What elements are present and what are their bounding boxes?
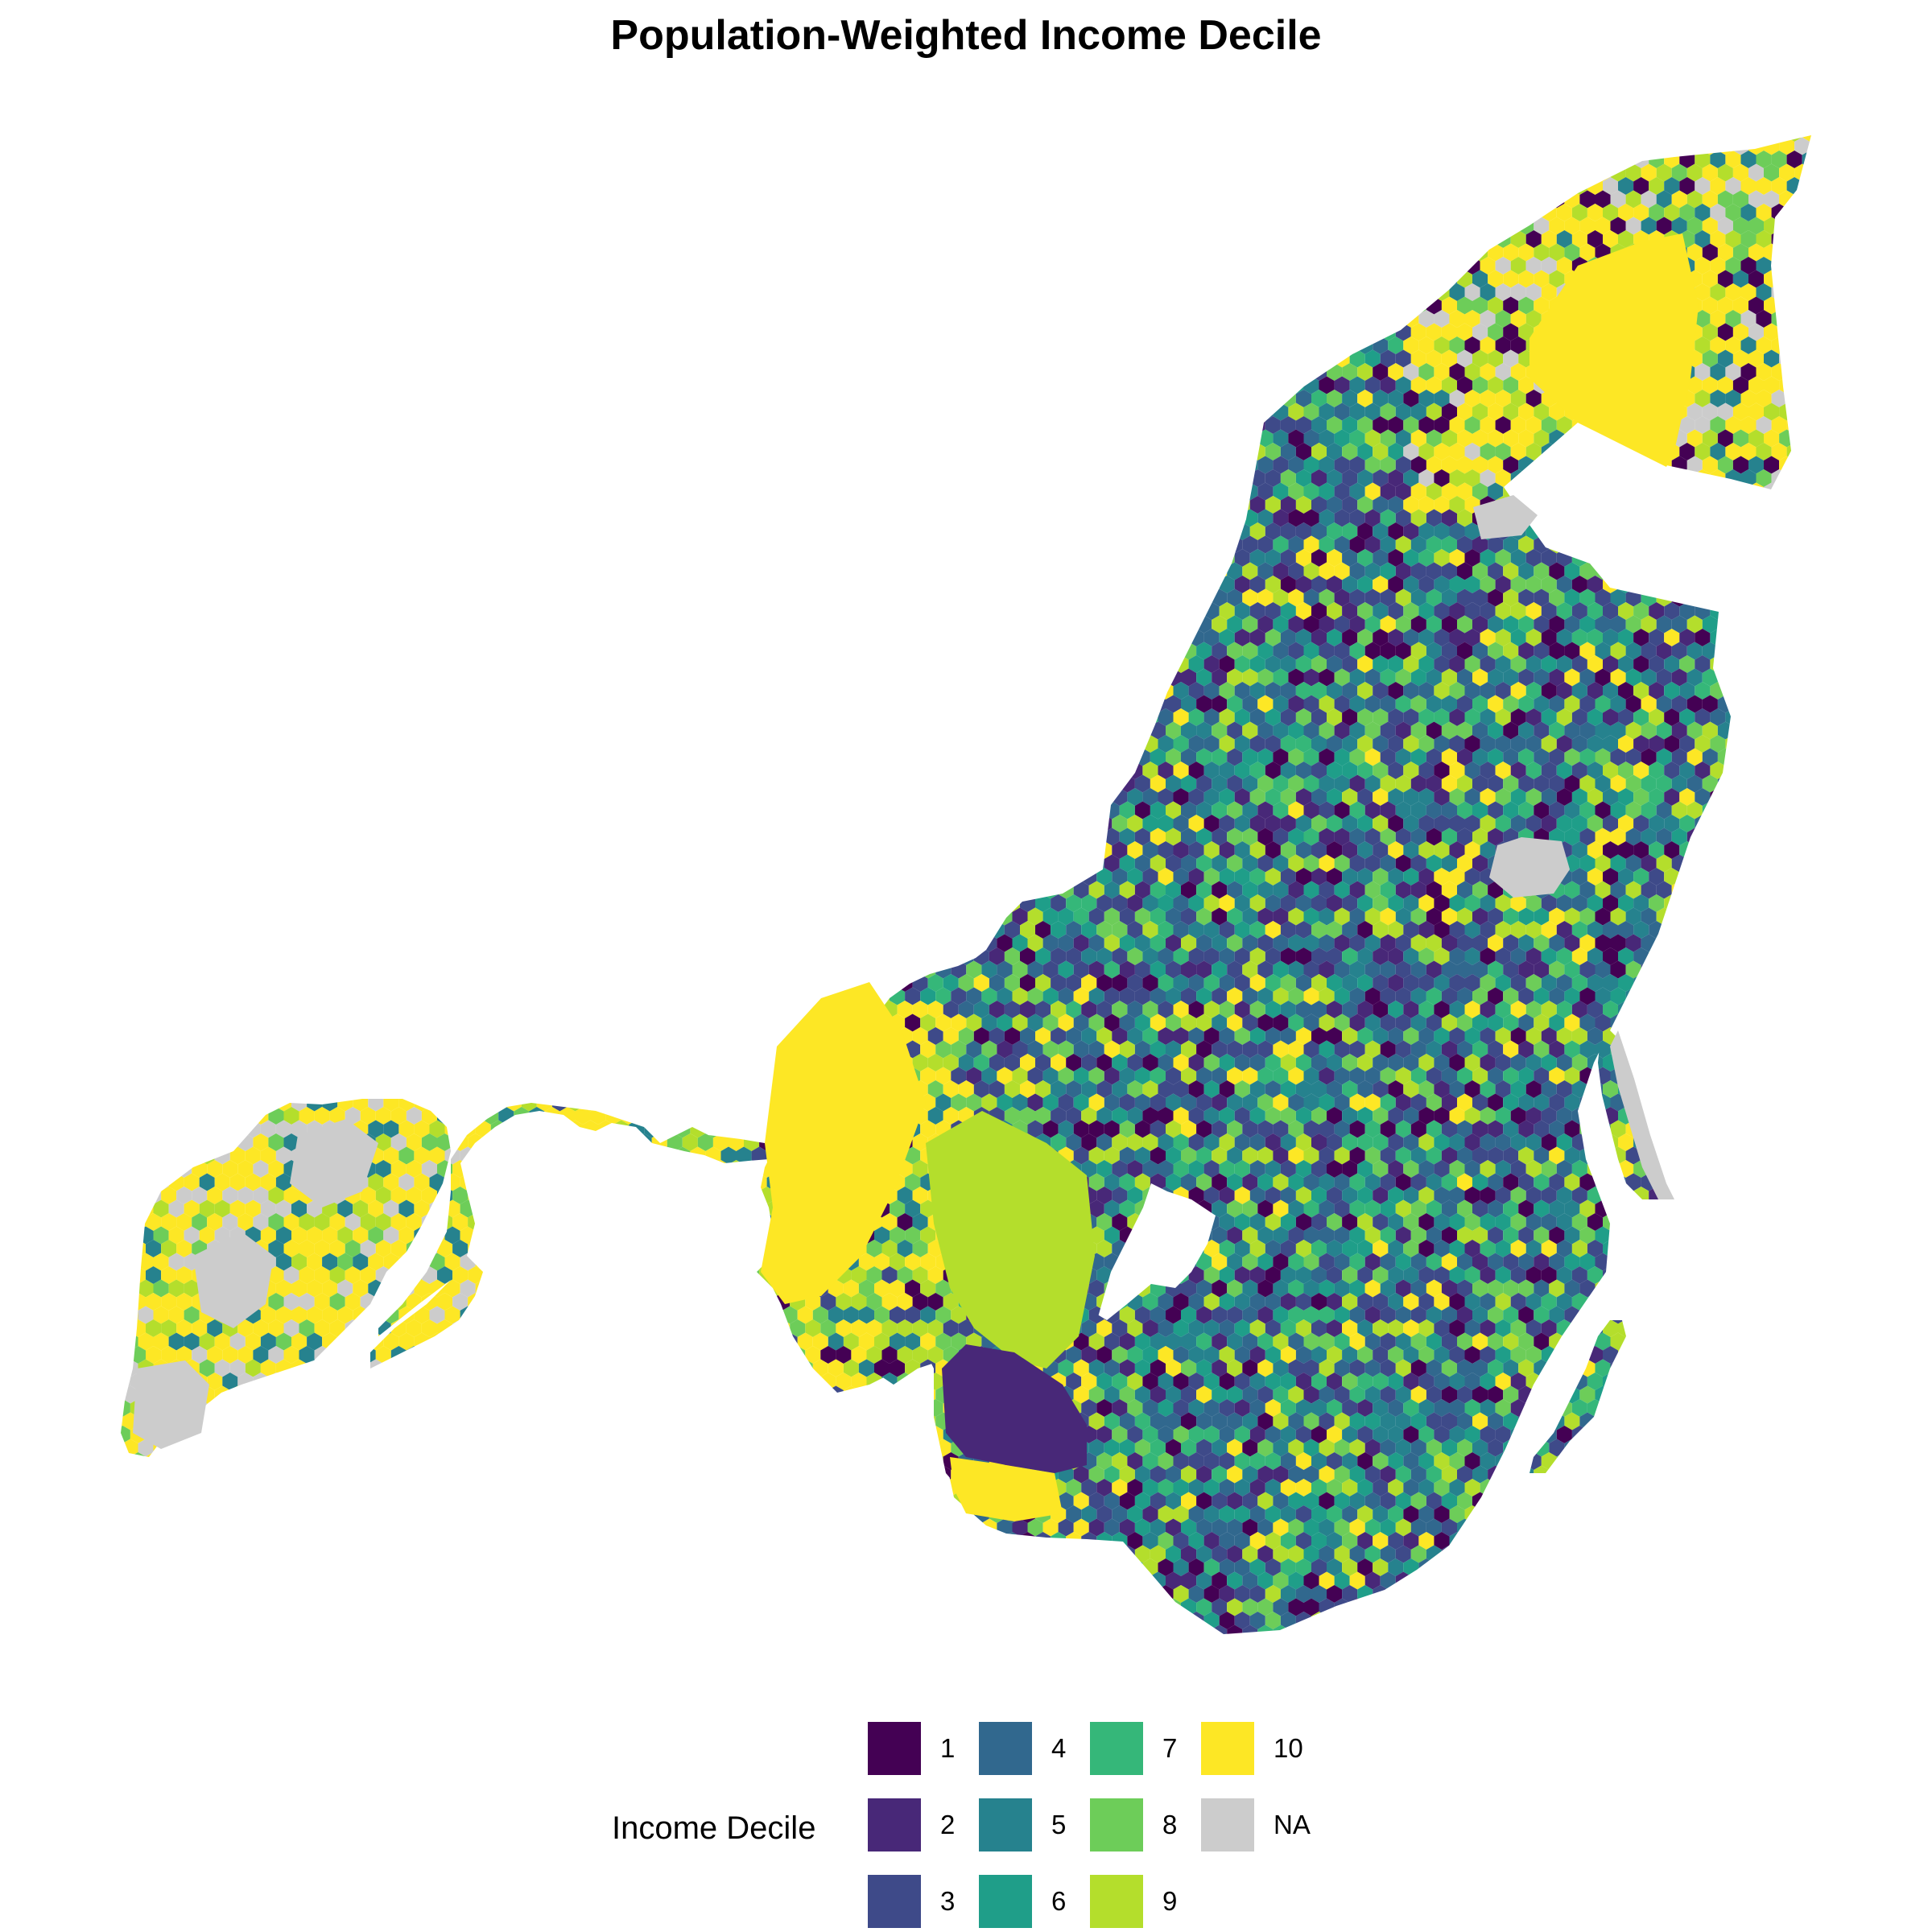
legend-key [868,1722,921,1775]
legend-item-9: 9 [1090,1872,1203,1930]
map-title: Population-Weighted Income Decile [610,12,1322,59]
legend-label: 7 [1162,1733,1178,1763]
legend-item-5: 5 [979,1795,1092,1853]
legend-key [979,1875,1032,1928]
legend-key [1201,1798,1254,1852]
legend-label: 3 [940,1886,956,1916]
legend-title: Income Decile [612,1810,816,1846]
legend-label: 9 [1162,1886,1178,1916]
map-block [133,1360,209,1449]
legend: Income Decile 1 2 3 4 5 6 7 8 9 10 NA [612,1719,1336,1932]
legend-label: 4 [1051,1733,1067,1763]
legend-key [868,1798,921,1852]
legend-key [1090,1798,1143,1852]
legend-item-10: 10 [1201,1719,1314,1777]
legend-label: 6 [1051,1886,1067,1916]
legend-label: 2 [940,1810,956,1839]
legend-key [979,1798,1032,1852]
legend-item-7: 7 [1090,1719,1203,1777]
map-block [761,982,926,1304]
legend-label: 5 [1051,1810,1067,1839]
legend-key [1090,1875,1143,1928]
map-block [926,1111,1095,1368]
legend-key [1201,1722,1254,1775]
map-blocks [133,233,1699,1521]
legend-label: 1 [940,1733,956,1763]
legend-key [1090,1722,1143,1775]
legend-key [868,1875,921,1928]
legend-item-8: 8 [1090,1795,1203,1853]
map-block [1473,495,1538,539]
map-block [1489,837,1570,898]
legend-item-na: NA [1201,1795,1314,1853]
map-block [290,1119,378,1208]
legend-item-4: 4 [979,1719,1092,1777]
hexbin-map [121,135,1811,1634]
legend-item-6: 6 [979,1872,1092,1930]
map-block [942,1344,1087,1473]
legend-label: 8 [1162,1810,1178,1839]
map-block [950,1457,1063,1521]
map-block [1530,233,1699,467]
legend-key [979,1722,1032,1775]
legend-item-3: 3 [868,1872,980,1930]
map-block [193,1232,274,1328]
legend-label: NA [1274,1810,1311,1839]
legend-item-2: 2 [868,1795,980,1853]
legend-item-1: 1 [868,1719,980,1777]
legend-label: 10 [1274,1733,1303,1763]
